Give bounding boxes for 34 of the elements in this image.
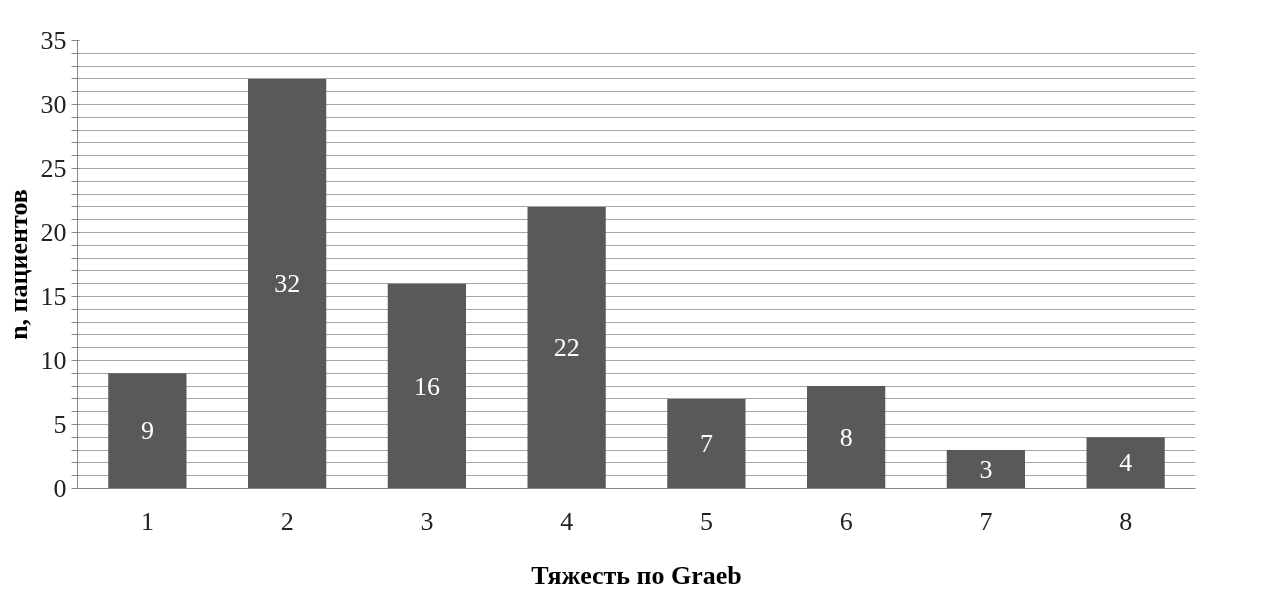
y-tick-label: 5 [53, 410, 67, 439]
x-tick-label: 6 [839, 506, 853, 536]
data-label: 7 [699, 429, 713, 459]
x-tick-label: 3 [420, 506, 434, 536]
bar [527, 206, 606, 489]
data-label: 3 [979, 454, 993, 484]
bar [806, 386, 886, 489]
data-label: 22 [553, 333, 580, 363]
x-tick-label: 4 [560, 506, 574, 536]
data-label: 9 [140, 416, 154, 446]
x-tick-label: 2 [280, 506, 294, 536]
y-tick-label: 10 [40, 346, 67, 375]
y-tick-label: 20 [40, 218, 67, 247]
bar [667, 398, 746, 489]
y-tick-label: 25 [40, 154, 67, 183]
y-tick-label: 30 [40, 90, 67, 119]
y-tick-label: 15 [40, 282, 67, 311]
y-axis-title: n, пациентов [3, 189, 33, 340]
data-label: 16 [413, 371, 440, 401]
bar [387, 283, 467, 489]
x-tick-label: 5 [699, 506, 713, 536]
data-label: 4 [1119, 448, 1133, 478]
x-tick-label: 8 [1119, 506, 1133, 536]
data-label: 8 [839, 422, 853, 452]
y-tick-label: 35 [40, 26, 67, 55]
x-tick-label: 7 [979, 506, 993, 536]
bar [1086, 437, 1165, 489]
y-tick-label: 0 [53, 474, 67, 503]
x-tick-label: 1 [140, 506, 154, 536]
x-axis-title: Тяжесть по Graeb [531, 560, 742, 590]
data-label: 32 [274, 269, 301, 299]
bar [946, 450, 1026, 489]
bar [247, 78, 327, 489]
bar [108, 373, 187, 489]
